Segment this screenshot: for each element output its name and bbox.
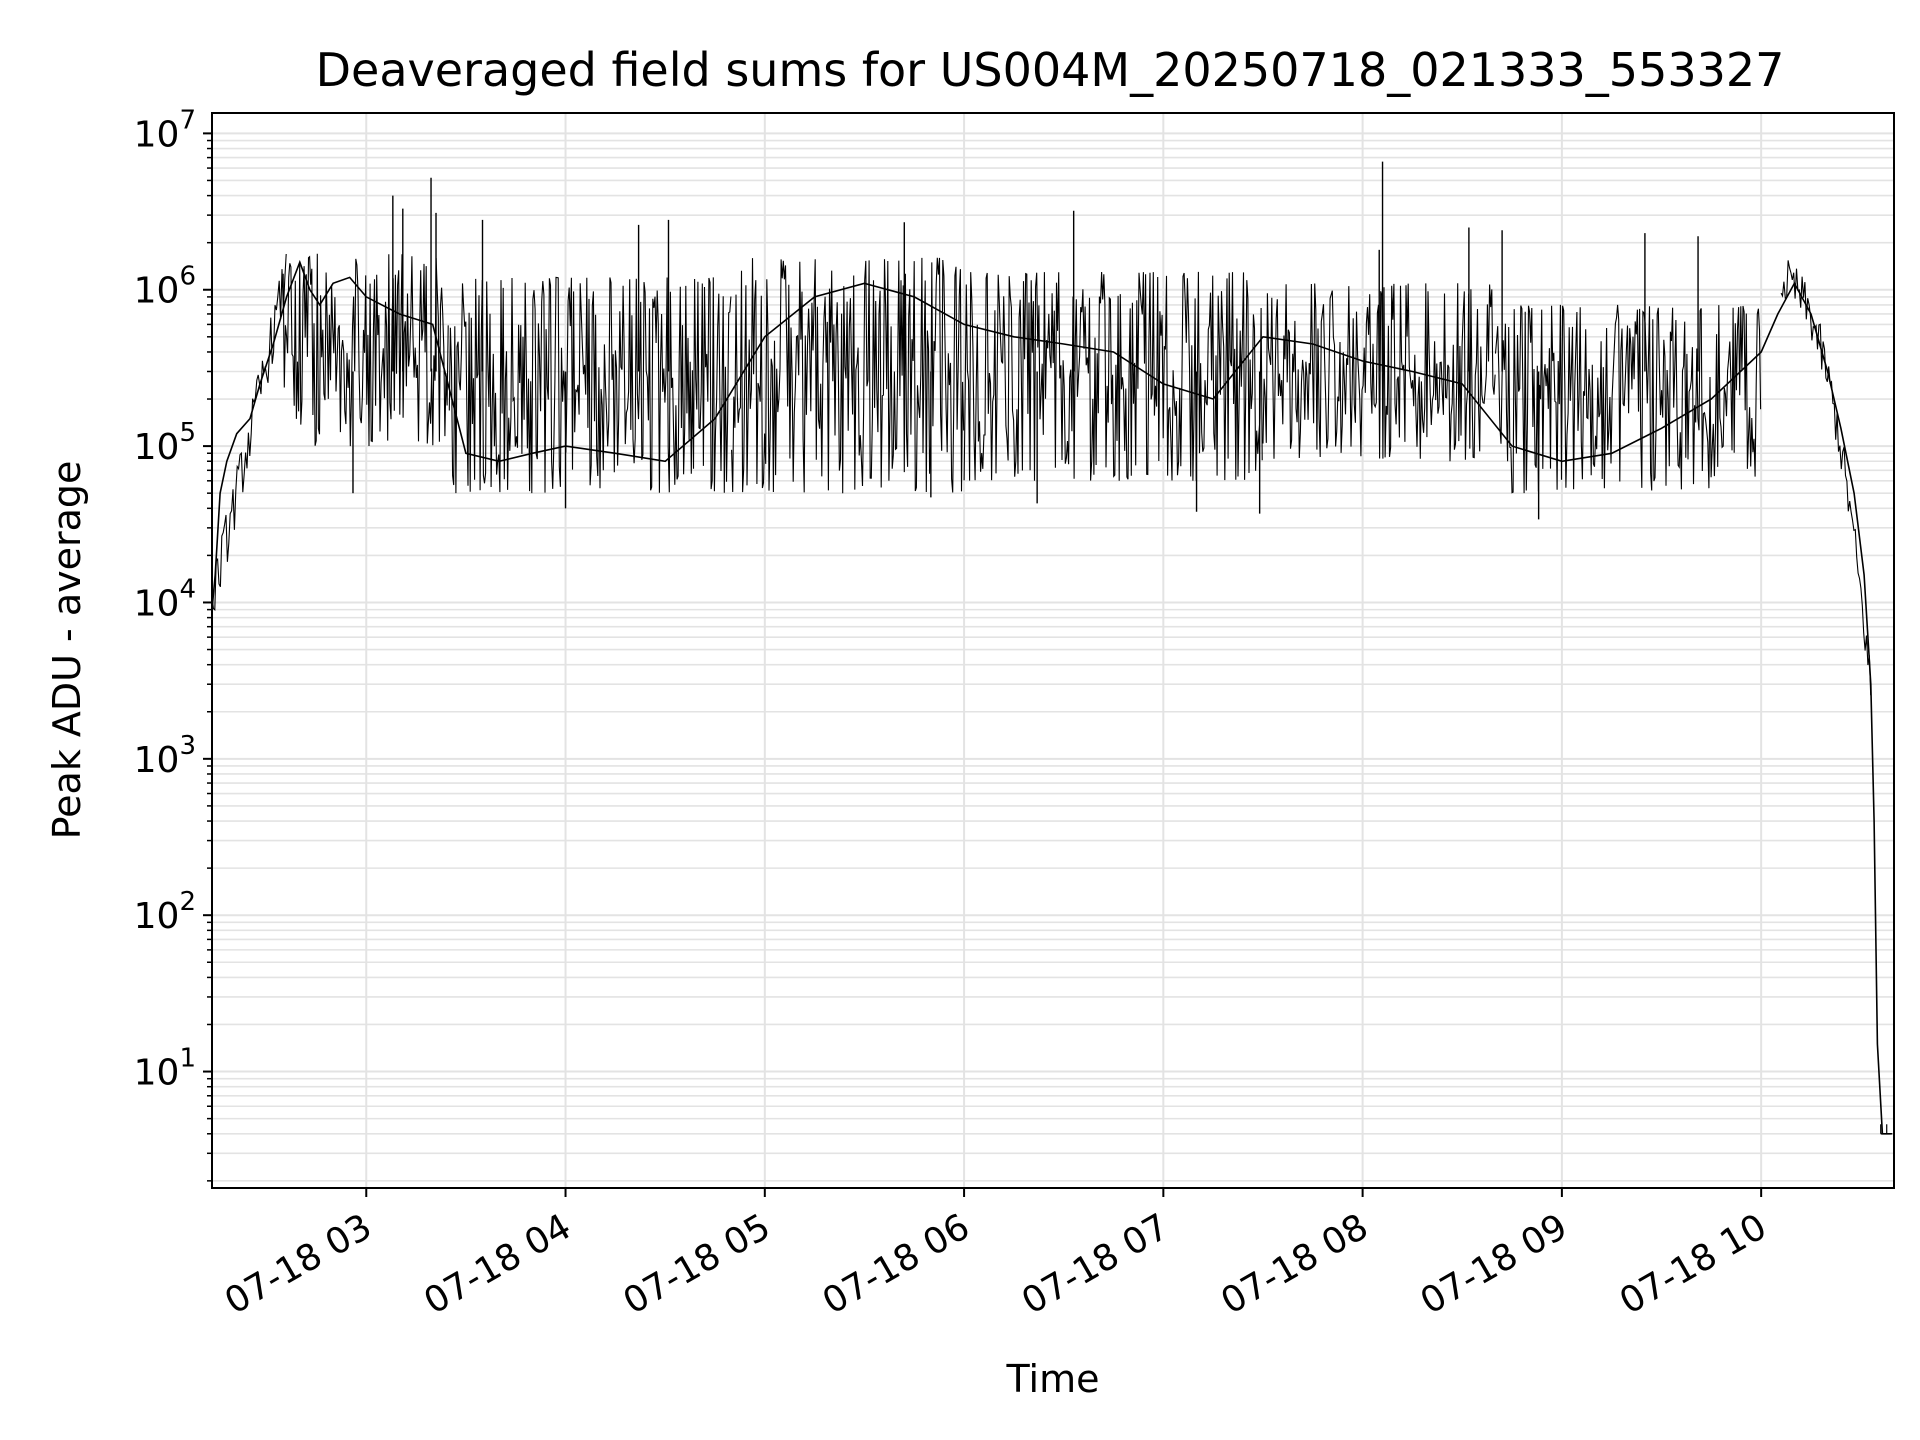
plot-frame bbox=[211, 112, 1895, 1189]
series-band bbox=[1494, 304, 1762, 494]
series-band bbox=[282, 253, 449, 447]
y-axis-label: Peak ADU - average bbox=[45, 461, 89, 840]
chart-title: Deaveraged field sums for US004M_2025071… bbox=[316, 43, 1785, 97]
grid bbox=[212, 113, 1894, 1188]
plot-area bbox=[211, 161, 1893, 1135]
series-band bbox=[448, 276, 732, 494]
series-ramp-noise bbox=[211, 253, 287, 611]
series-band bbox=[1262, 283, 1496, 462]
series-band bbox=[731, 257, 965, 494]
x-axis-label: Time bbox=[1006, 1357, 1100, 1401]
series-band bbox=[963, 271, 1263, 481]
series-decline-noise bbox=[1780, 260, 1872, 696]
